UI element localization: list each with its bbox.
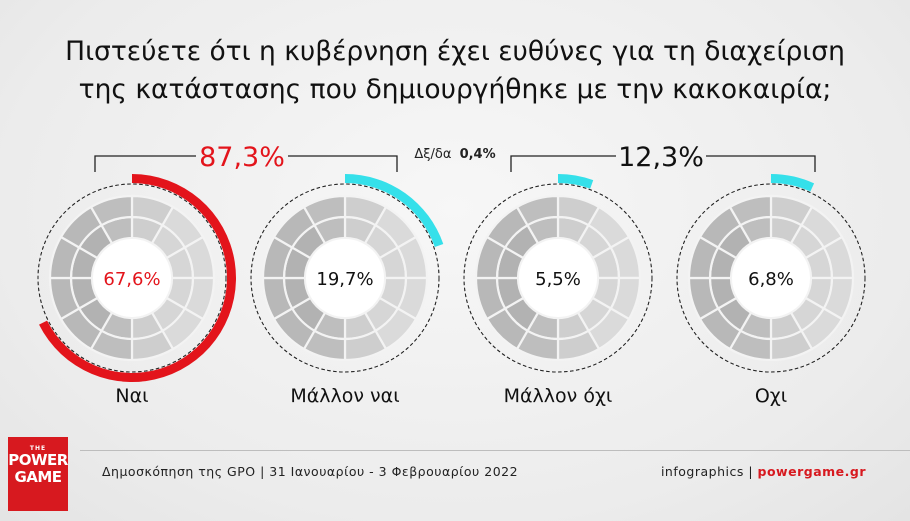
value-label: 5,5% [535,269,581,290]
donut-guide-overlay [250,183,440,373]
donut-center [306,239,384,317]
donut-guide-overlay [676,183,866,373]
credit-site-link[interactable]: powergame.gr [757,464,866,479]
svg-text:Δξ/δα 0,4%: Δξ/δα 0,4% [414,147,495,162]
no-total-label: 12,3% [618,142,704,173]
donut-guide-overlay [463,183,653,373]
donut-wheel-segment [728,194,773,227]
yes-group-bracket: 87,3% [94,142,398,173]
value-label: 6,8% [748,269,794,290]
donut-wheel-segment [515,194,560,227]
title-line-2: της κατάστασης που δημιουργήθηκε με την … [78,74,832,105]
category-label: Μάλλον ναι [290,385,399,407]
donut-chart-area: 87,3% 12,3% Δξ/δα 0,4% 67,6% Ναι 19,7% Μάλλ… [37,142,866,407]
value-label: 67,6% [103,269,160,290]
logo-word-power: POWER [8,451,68,469]
chart-title: Πιστεύετε ότι η κυβέρνηση έχει ευθύνες γ… [0,33,910,109]
donut-wheel-segment [89,194,134,227]
logo-word-game: GAME [14,468,62,486]
credit-prefix: infographics | [660,464,758,479]
donut-center [732,239,810,317]
value-label: 19,7% [316,269,373,290]
title-line-1: Πιστεύετε ότι η κυβέρνηση έχει ευθύνες γ… [65,36,845,67]
dont-know-value: 0,4% [460,147,496,162]
power-game-logo: THE POWER GAME [8,437,68,511]
donut-1: 67,6% Ναι [37,174,236,407]
category-label: Μάλλον όχι [504,385,613,407]
logo-the: THE [29,445,47,452]
yes-total-label: 87,3% [199,142,285,173]
donut-wheel-segment [302,194,347,227]
donut-center [519,239,597,317]
credit: infographics | powergame.gr [661,464,866,479]
poll-source: Δημοσκόπηση της GPO | 31 Ιανουαρίου - 3 … [102,464,519,479]
no-group-bracket: 12,3% [510,142,816,173]
donut-4: 6,8% Οχι [676,174,866,407]
dont-know-note: Δξ/δα 0,4% [414,147,495,162]
value-arc [558,174,594,189]
category-label: Οχι [755,385,787,407]
category-label: Ναι [115,385,148,407]
donut-3: 5,5% Μάλλον όχι [463,174,653,407]
dont-know-label: Δξ/δα [414,147,451,162]
donut-center [93,239,171,317]
value-arc [345,174,444,247]
donut-guide-overlay [37,183,227,373]
value-arc [771,174,815,192]
footer-divider [80,450,910,451]
donut-2: 19,7% Μάλλον ναι [250,174,444,407]
